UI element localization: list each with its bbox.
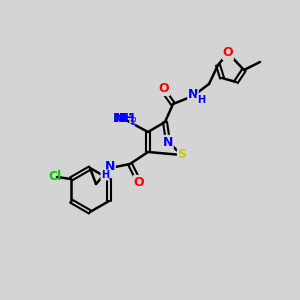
Text: NH: NH: [112, 112, 134, 125]
Text: H: H: [197, 95, 205, 105]
Text: O: O: [159, 82, 169, 95]
Text: O: O: [134, 176, 144, 188]
Text: ₂: ₂: [130, 116, 134, 126]
Text: 2: 2: [130, 117, 136, 127]
Text: O: O: [223, 46, 233, 59]
Text: N: N: [163, 136, 173, 148]
Text: N: N: [105, 160, 115, 173]
Text: N: N: [188, 88, 198, 101]
Text: NH: NH: [115, 112, 135, 125]
Text: Cl: Cl: [48, 169, 62, 182]
Text: S: S: [178, 148, 187, 161]
Text: H: H: [101, 170, 109, 180]
